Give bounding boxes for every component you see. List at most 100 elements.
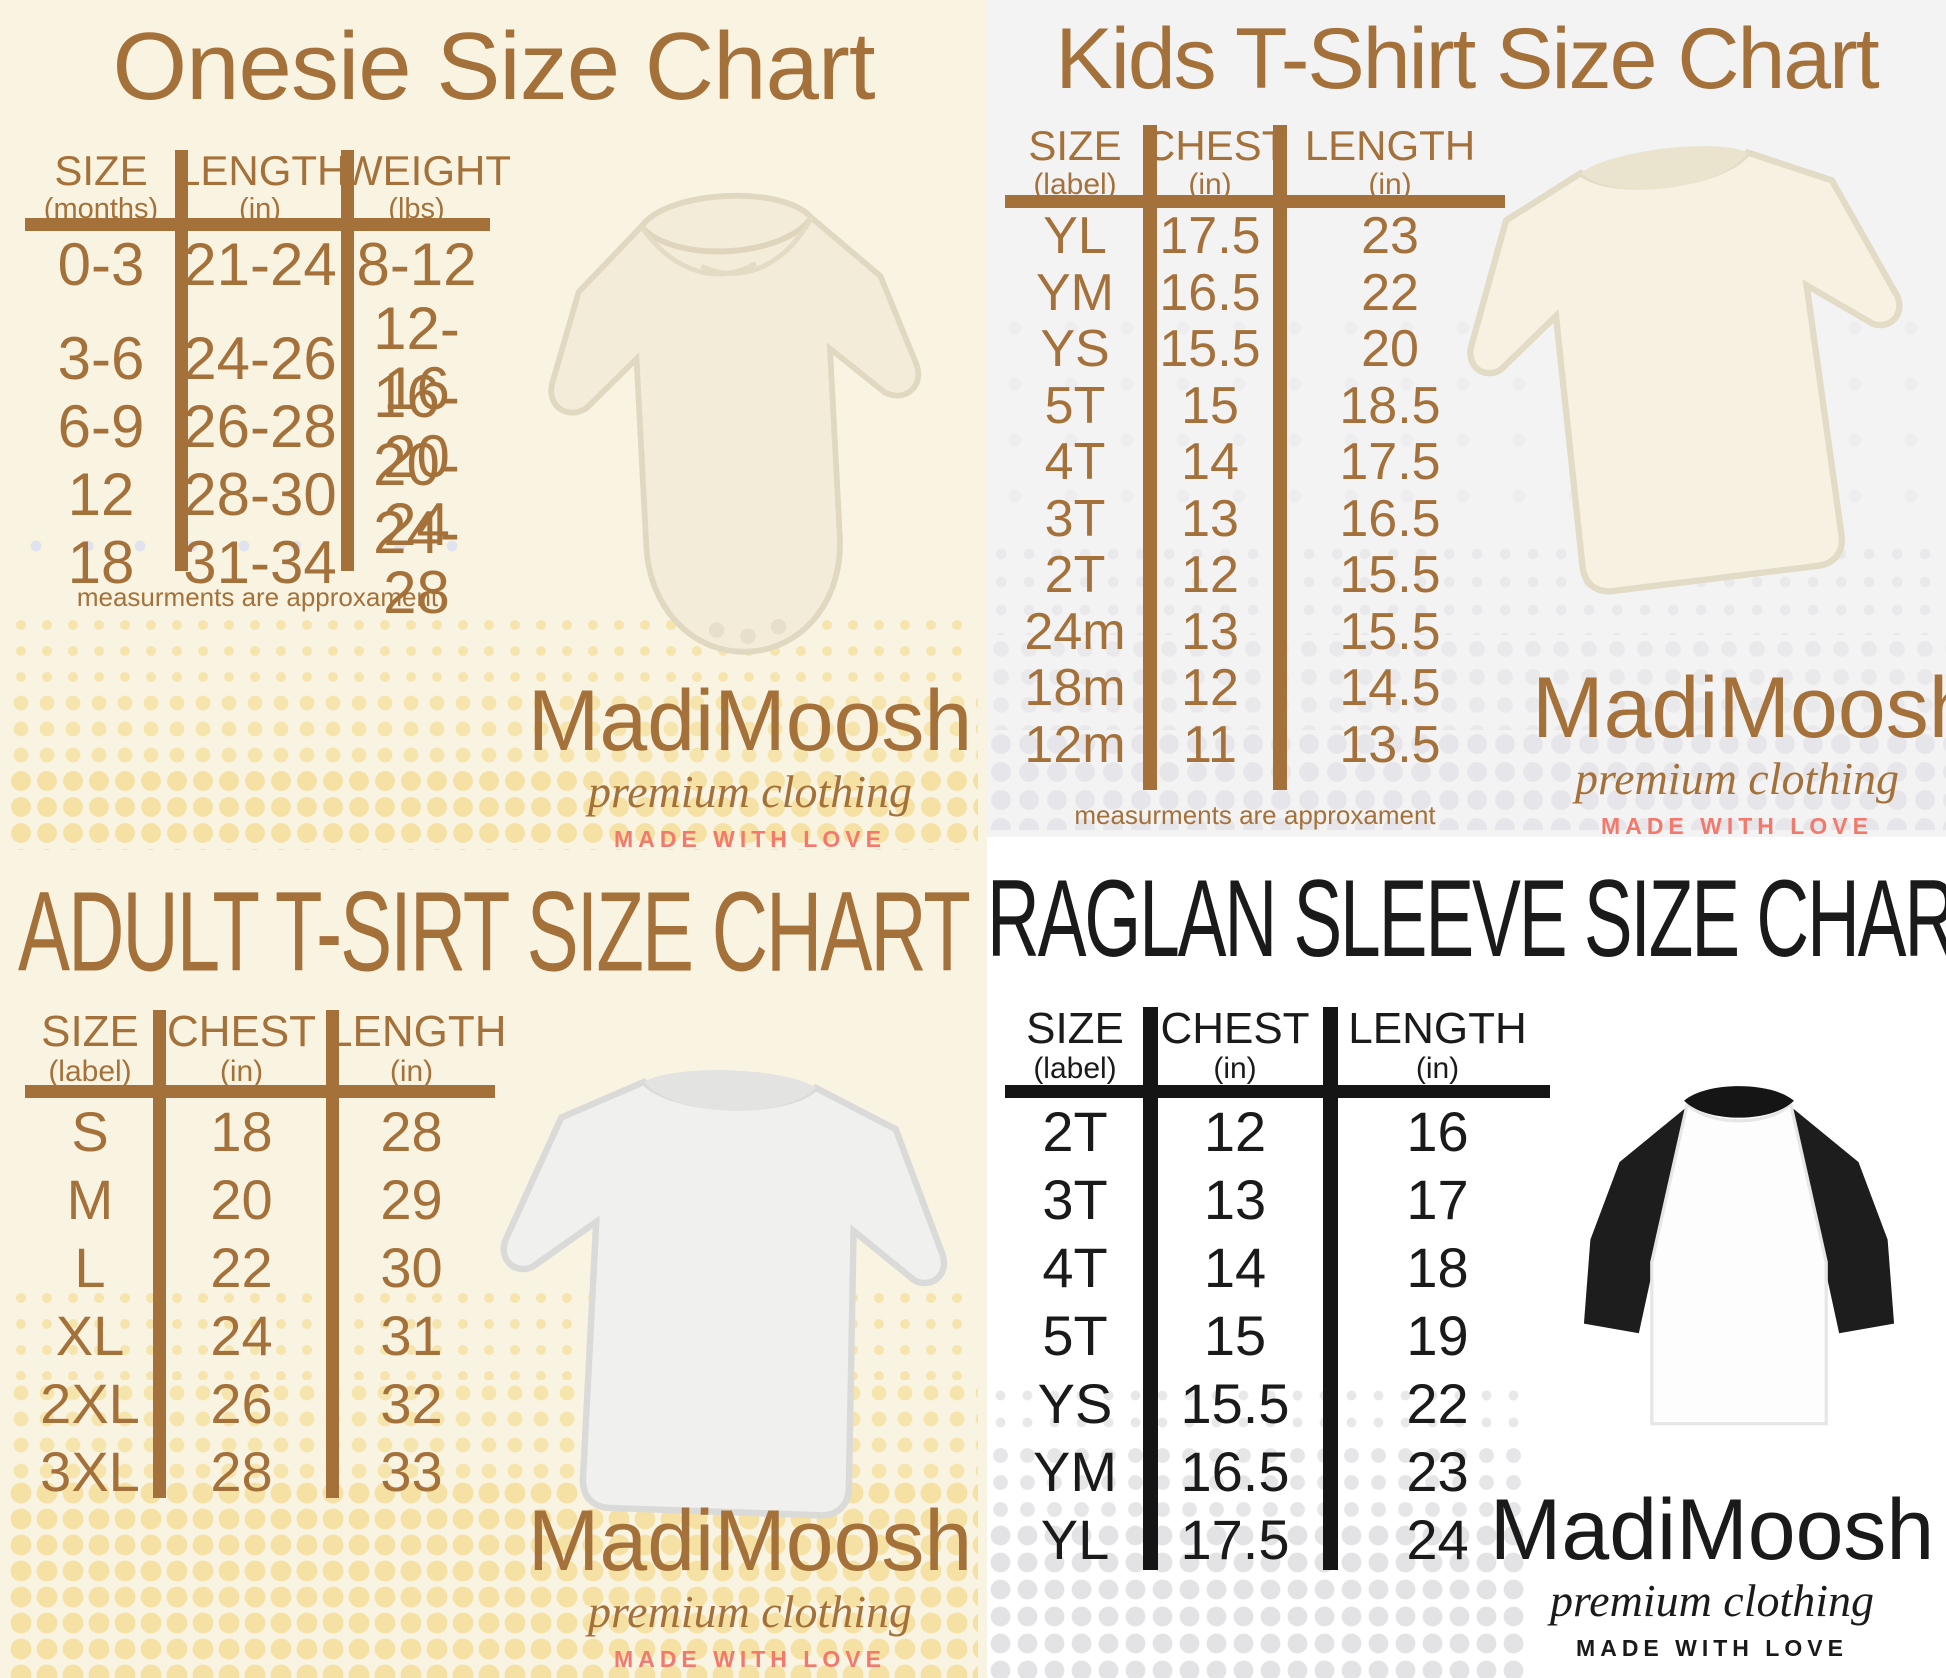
weight-cell: 24-28 <box>373 499 460 626</box>
chest-cell: 17.5 <box>1159 207 1261 266</box>
length-cell: 16.5 <box>1339 489 1441 548</box>
size-cell: 0-3 <box>57 231 145 298</box>
brand-name: MadiMoosh <box>527 1493 973 1589</box>
table-row: YM 16.5 22 <box>1005 265 1505 322</box>
length-cell: 17.5 <box>1339 433 1441 492</box>
measurement-note: measurments are approxament <box>76 582 439 612</box>
kids-tshirt-chart-title: Kids T-Shirt Size Chart <box>1055 11 1879 107</box>
weight-cell: 16-20 <box>373 363 460 490</box>
raglan-chart-panel: RAGLAN SLEEVE SIZE CHART SIZE (label) CH… <box>987 837 1946 1678</box>
halftone-dots <box>8 690 978 768</box>
size-cell: 12m <box>1024 715 1126 774</box>
chest-cell: 26 <box>210 1372 273 1435</box>
length-cell: 15.5 <box>1339 546 1441 605</box>
chest-cell: 17.5 <box>1180 1508 1290 1571</box>
halftone-dots <box>987 1442 1527 1522</box>
chest-cell: 15 <box>1181 376 1239 435</box>
column-header: SIZE (label) <box>1026 1004 1124 1086</box>
size-cell: 18m <box>1024 659 1126 718</box>
kids-tshirt-chart-panel: Kids T-Shirt Size Chart SIZE (label) CHE… <box>987 0 1946 837</box>
length-cell: 24 <box>1406 1508 1469 1571</box>
brand-logo: MadiMoosh premium clothing MADE WITH LOV… <box>1487 1487 1937 1662</box>
chest-cell: 22 <box>210 1236 273 1299</box>
size-cell: 4T <box>1042 1236 1108 1299</box>
size-cell: 5T <box>1042 1304 1108 1367</box>
column-header: CHEST (in) <box>1160 1004 1310 1086</box>
length-cell: 16 <box>1406 1100 1469 1163</box>
length-cell: 13.5 <box>1339 715 1441 774</box>
length-cell: 23 <box>1406 1440 1469 1503</box>
brand-tagline: premium clothing <box>1549 1575 1875 1626</box>
chest-cell: 24 <box>210 1304 273 1367</box>
brand-made-with-love: MADE WITH LOVE <box>1576 1635 1848 1662</box>
chest-cell: 14 <box>1181 433 1239 492</box>
table-divider <box>25 1085 495 1098</box>
size-cell: YM <box>1036 263 1114 322</box>
size-cell: 2T <box>1042 1100 1108 1163</box>
chest-cell: 12 <box>1181 546 1239 605</box>
size-cell: 2T <box>1044 546 1106 605</box>
adult-size-table: SIZE (label) CHEST (in) LENGTH (in) S 18… <box>25 1010 506 1500</box>
table-row: 4T 14 18 <box>1005 1234 1550 1302</box>
halftone-dots <box>10 520 480 575</box>
table-divider <box>153 1010 166 1498</box>
brand-logo: MadiMoosh premium clothing MADE WITH LOV… <box>1532 665 1946 837</box>
table-row: 18m 12 14.5 <box>1005 660 1505 717</box>
column-header: LENGTH (in) <box>1348 1004 1527 1086</box>
onesie-body <box>548 192 921 655</box>
size-cell: 3-6 <box>57 325 145 392</box>
onesie-chart-panel: Onesie Size Chart SIZE (months) LENGTH (… <box>0 0 987 850</box>
table-divider <box>25 218 490 231</box>
table-row: M 20 29 <box>25 1166 495 1234</box>
brand-name: MadiMoosh <box>527 673 973 769</box>
size-cell: XL <box>55 1304 125 1367</box>
chest-cell: 12 <box>1203 1100 1267 1163</box>
table-divider <box>1143 125 1157 790</box>
table-row: 2XL 26 32 <box>25 1370 495 1438</box>
measurement-note: measurments are approxament <box>1074 800 1436 830</box>
kids-tshirt-image <box>1467 146 1903 595</box>
table-row: 24m 13 15.5 <box>1005 604 1505 661</box>
table-row: 3T 13 17 <box>1005 1166 1550 1234</box>
table-row: 12m 11 13.5 <box>1005 717 1505 774</box>
table-row: 3-6 24-26 12-16 <box>25 299 490 419</box>
size-cell: 2XL <box>40 1372 140 1435</box>
length-cell: 24-26 <box>183 325 337 392</box>
size-cell: S <box>71 1100 109 1163</box>
size-cell: 3T <box>1042 1168 1108 1231</box>
length-cell: 22 <box>1361 263 1419 322</box>
length-cell: 20 <box>1361 320 1419 379</box>
halftone-dots <box>987 1522 1527 1678</box>
column-header: CHEST (in) <box>166 1007 317 1089</box>
size-cell: 3T <box>1044 489 1106 548</box>
size-cell: YS <box>1037 1372 1113 1435</box>
halftone-dots <box>8 612 978 690</box>
length-cell: 26-28 <box>183 393 337 460</box>
halftone-dots <box>987 1382 1527 1442</box>
table-row: YS 15.5 22 <box>1005 1370 1550 1438</box>
table-row: 2T 12 15.5 <box>1005 547 1505 604</box>
brand-tagline: premium clothing <box>1574 753 1900 804</box>
adult-tshirt-image <box>500 1070 948 1519</box>
raglan-size-table: SIZE (label) CHEST (in) LENGTH (in) 2T 1… <box>1005 1007 1550 1570</box>
table-row: 18 31-34 24-28 <box>25 503 490 623</box>
raglan-left-sleeve <box>1583 1103 1691 1334</box>
brand-name: MadiMoosh <box>1489 1482 1935 1578</box>
length-cell: 28-30 <box>183 461 337 528</box>
size-cell: L <box>74 1236 106 1299</box>
table-divider <box>1323 1007 1338 1570</box>
size-cell: YL <box>1040 1508 1110 1571</box>
chest-cell: 15.5 <box>1180 1372 1290 1435</box>
table-row: YL 17.5 23 <box>1005 208 1505 265</box>
length-cell: 29 <box>380 1168 443 1231</box>
length-cell: 17 <box>1406 1168 1469 1231</box>
chest-cell: 11 <box>1183 715 1237 774</box>
table-row: XL 24 31 <box>25 1302 495 1370</box>
length-cell: 32 <box>380 1372 443 1435</box>
table-row: YS 15.5 20 <box>1005 321 1505 378</box>
size-cell: M <box>66 1168 114 1231</box>
length-cell: 22 <box>1406 1372 1469 1435</box>
column-header: WEIGHT (lbs) <box>343 147 511 226</box>
size-cell: YL <box>1043 207 1107 266</box>
brand-tagline: premium clothing <box>587 1586 913 1637</box>
